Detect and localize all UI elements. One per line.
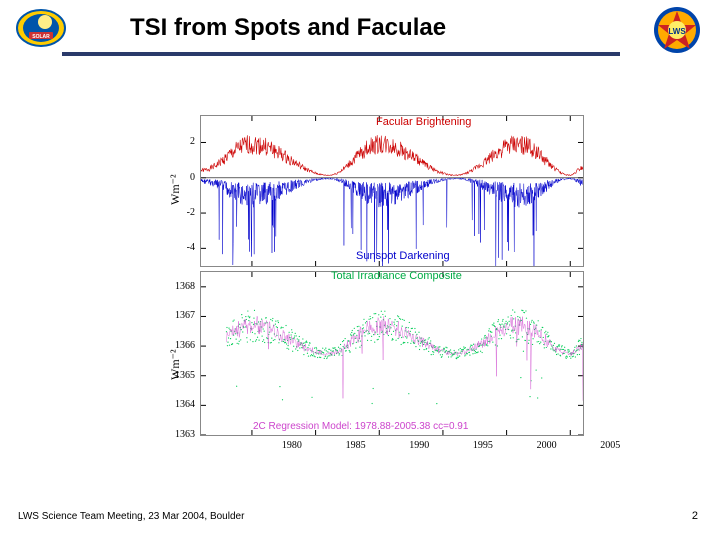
- xtick: 1985: [341, 440, 371, 451]
- xtick: 1980: [277, 440, 307, 451]
- ytick: 1367: [165, 310, 195, 321]
- title-underline: [62, 52, 620, 56]
- ytick: -2: [165, 207, 195, 218]
- svg-text:SOLAR: SOLAR: [32, 34, 50, 40]
- lws-logo: LWS: [652, 5, 702, 55]
- sunspot-label: Sunspot Darkening: [356, 250, 450, 262]
- footer-meeting-info: LWS Science Team Meeting, 23 Mar 2004, B…: [18, 511, 244, 522]
- chart-bottom-panel: Total Irradiance Composite 2C Regression…: [200, 271, 584, 436]
- xtick: 2005: [595, 440, 625, 451]
- svg-text:LWS: LWS: [668, 27, 686, 36]
- ytick: 1364: [165, 399, 195, 410]
- ytick: 2: [165, 136, 195, 147]
- ytick: 1365: [165, 370, 195, 381]
- ytick: 1368: [165, 281, 195, 292]
- charts-container: Wm⁻² Wm⁻² Facular Brightening Sunspot Da…: [160, 115, 584, 455]
- page-number: 2: [692, 510, 698, 522]
- composite-label: Total Irradiance Composite: [331, 270, 462, 282]
- facular-label: Facular Brightening: [376, 116, 471, 128]
- chart-top-panel: Facular Brightening Sunspot Darkening -4…: [200, 115, 584, 267]
- ytick: 0: [165, 172, 195, 183]
- xtick: 1990: [404, 440, 434, 451]
- sdo-logo: SOLAR: [15, 8, 67, 48]
- ytick: -4: [165, 242, 195, 253]
- xtick: 1995: [468, 440, 498, 451]
- ytick: 1363: [165, 429, 195, 440]
- ytick: 1366: [165, 340, 195, 351]
- slide-title: TSI from Spots and Faculae: [130, 14, 446, 42]
- regression-label: 2C Regression Model: 1978.88-2005.38 cc=…: [253, 421, 468, 432]
- slide-header: SOLAR TSI from Spots and Faculae LWS: [0, 0, 720, 60]
- xtick: 2000: [532, 440, 562, 451]
